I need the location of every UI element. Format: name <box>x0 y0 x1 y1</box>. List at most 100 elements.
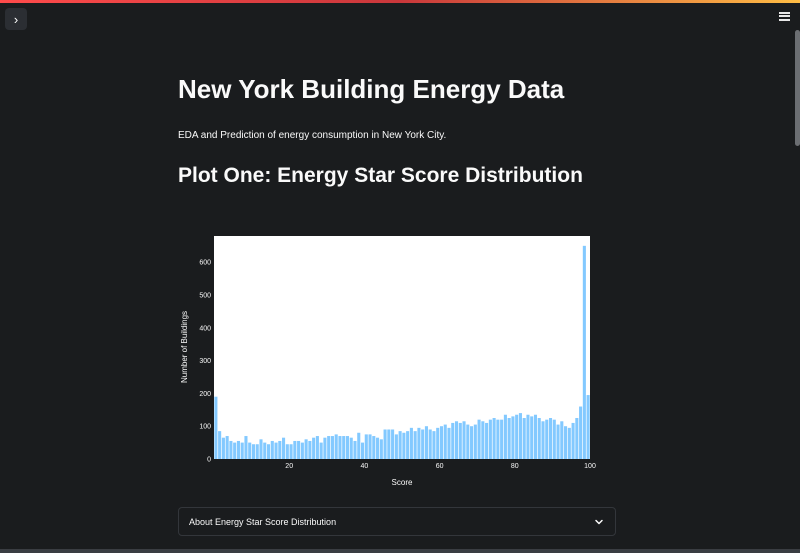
bar[interactable] <box>545 419 549 459</box>
chart-svg[interactable]: 0 100 200 300 400 500 600 20 40 60 80 100 Number o… <box>178 232 618 492</box>
main-menu-button[interactable] <box>779 10 793 22</box>
bar[interactable] <box>436 427 440 459</box>
bar[interactable] <box>391 429 395 459</box>
bar[interactable] <box>511 416 515 459</box>
bar[interactable] <box>274 442 278 459</box>
bar[interactable] <box>492 418 496 459</box>
bar[interactable] <box>560 421 564 459</box>
bar[interactable] <box>503 414 507 459</box>
bar[interactable] <box>424 426 428 459</box>
bar[interactable] <box>582 245 586 459</box>
bar[interactable] <box>229 440 233 459</box>
bar[interactable] <box>282 437 286 459</box>
bar[interactable] <box>289 444 293 459</box>
bar[interactable] <box>218 431 222 460</box>
bar[interactable] <box>248 442 252 459</box>
bar[interactable] <box>270 440 274 459</box>
bar[interactable] <box>221 437 225 459</box>
bar[interactable] <box>552 419 556 459</box>
scrollbar-thumb[interactable] <box>795 30 800 146</box>
bar[interactable] <box>507 418 511 459</box>
bar[interactable] <box>342 436 346 459</box>
bar[interactable] <box>496 419 500 459</box>
bar[interactable] <box>259 439 263 459</box>
bar[interactable] <box>244 436 248 459</box>
bar[interactable] <box>515 414 519 459</box>
bar[interactable] <box>541 421 545 459</box>
bar[interactable] <box>323 437 327 459</box>
bar[interactable] <box>473 424 477 459</box>
bar[interactable] <box>413 431 417 460</box>
bar[interactable] <box>518 413 522 459</box>
bar[interactable] <box>485 422 489 459</box>
bar[interactable] <box>304 439 308 459</box>
bar[interactable] <box>564 426 568 459</box>
bar[interactable] <box>586 395 590 459</box>
bar[interactable] <box>345 436 350 459</box>
bar[interactable] <box>488 419 492 459</box>
bar[interactable] <box>462 421 466 459</box>
bar[interactable] <box>571 422 575 459</box>
bar[interactable] <box>500 419 504 459</box>
bar[interactable] <box>477 419 481 459</box>
bar[interactable] <box>579 406 583 459</box>
bar[interactable] <box>364 434 368 459</box>
bar[interactable] <box>357 432 361 459</box>
bar[interactable] <box>406 431 410 460</box>
bar[interactable] <box>383 429 387 459</box>
bar[interactable] <box>567 427 571 459</box>
bar[interactable] <box>398 431 402 460</box>
bar[interactable] <box>372 436 376 459</box>
bar[interactable] <box>312 437 316 459</box>
bar[interactable] <box>368 434 372 459</box>
bar[interactable] <box>526 414 530 459</box>
bar[interactable] <box>432 431 436 460</box>
bar[interactable] <box>458 422 462 459</box>
bar[interactable] <box>240 442 244 459</box>
bar[interactable] <box>402 432 406 459</box>
bar[interactable] <box>548 418 553 459</box>
bar[interactable] <box>360 442 365 459</box>
bar[interactable] <box>387 429 391 459</box>
bar[interactable] <box>308 440 312 459</box>
bar[interactable] <box>379 439 383 459</box>
bar[interactable] <box>255 444 259 459</box>
bar[interactable] <box>349 437 353 459</box>
bar[interactable] <box>236 440 240 459</box>
bar[interactable] <box>338 436 342 459</box>
bar[interactable] <box>297 440 301 459</box>
energy-star-chart[interactable]: 0 100 200 300 400 500 600 20 40 60 80 100 Number o… <box>178 232 618 492</box>
bar[interactable] <box>466 424 470 459</box>
bar[interactable] <box>251 444 256 459</box>
bar[interactable] <box>353 440 357 459</box>
bar[interactable] <box>334 434 338 459</box>
bar[interactable] <box>214 396 218 459</box>
bar[interactable] <box>556 424 560 459</box>
about-expander[interactable]: About Energy Star Score Distribution <box>178 507 616 536</box>
bar[interactable] <box>451 422 455 459</box>
bar[interactable] <box>428 429 432 459</box>
bar[interactable] <box>421 429 425 459</box>
bar[interactable] <box>233 442 237 459</box>
bar[interactable] <box>376 437 380 459</box>
bar[interactable] <box>470 426 474 459</box>
bar[interactable] <box>443 424 447 459</box>
bar[interactable] <box>533 414 538 459</box>
bar[interactable] <box>537 418 541 459</box>
bar[interactable] <box>394 434 398 459</box>
bar[interactable] <box>285 444 289 459</box>
bar[interactable] <box>447 427 451 459</box>
bar[interactable] <box>263 442 267 459</box>
bar[interactable] <box>225 436 229 459</box>
bar[interactable] <box>319 442 323 459</box>
bar[interactable] <box>315 436 319 459</box>
bar[interactable] <box>454 421 459 459</box>
bar[interactable] <box>266 444 271 459</box>
bar[interactable] <box>327 436 331 459</box>
bar[interactable] <box>278 440 282 459</box>
bar[interactable] <box>417 427 421 459</box>
bar[interactable] <box>530 416 534 459</box>
bar[interactable] <box>330 436 334 459</box>
bar[interactable] <box>575 418 579 459</box>
bar[interactable] <box>300 442 304 459</box>
